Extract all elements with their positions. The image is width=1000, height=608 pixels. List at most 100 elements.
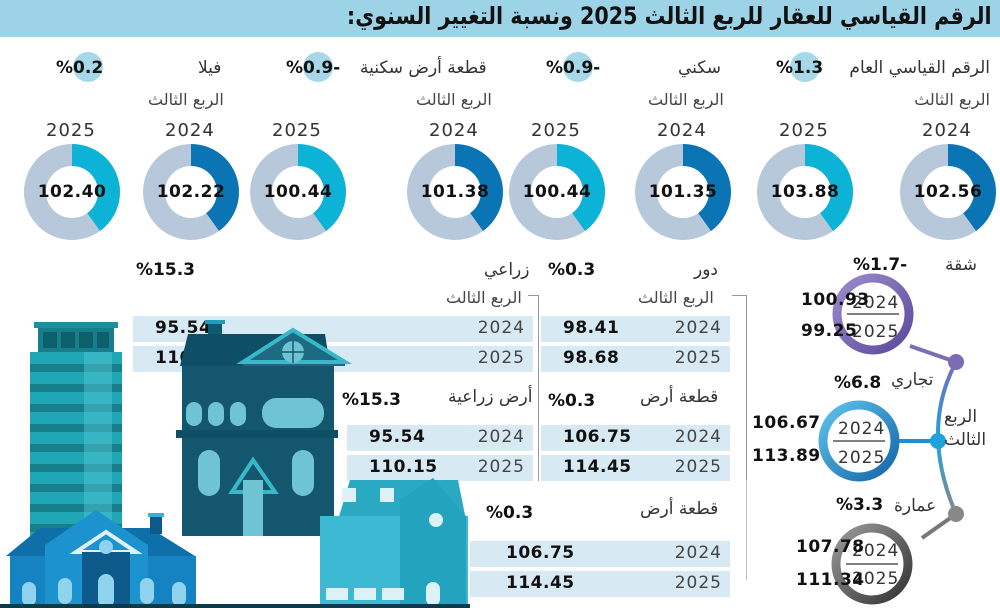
row-year: 2024 — [477, 427, 525, 447]
donut-chart — [635, 144, 731, 240]
header-bar: الرقم القياسي للعقار للربع الثالث 2025 و… — [0, 0, 1000, 37]
ring-value-2024: 100.93 — [801, 290, 870, 310]
ring-value-2024: 107.78 — [796, 537, 865, 557]
divider-line — [746, 480, 747, 580]
pct-change-apartment: %1.7- — [853, 255, 908, 275]
page-title: الرقم القياسي للعقار للربع الثالث 2025 و… — [347, 2, 992, 30]
row-value: 114.45 — [506, 573, 575, 593]
row-year: 2025 — [674, 573, 722, 593]
bracket-line — [538, 295, 539, 481]
period-label-residential-plot: الربع الثالث — [416, 90, 492, 109]
period-label-dor: الربع الثالث — [638, 288, 714, 307]
donut-arc-2025 — [757, 144, 853, 240]
table-row: 2024 106.75 — [541, 425, 730, 451]
pct-bubble — [563, 52, 593, 82]
table-label-plot: قطعة أرض — [640, 387, 719, 407]
connector-node — [930, 433, 946, 449]
row-year: 2025 — [477, 457, 525, 477]
ring-label-building: عمارة — [894, 496, 937, 516]
connector-line — [909, 344, 957, 364]
donut-year-label: 2025 — [779, 120, 829, 141]
row-value: 110.15 — [369, 457, 438, 477]
pct-change-dor: %0.3 — [548, 260, 596, 280]
group-label-residential-plot: قطعة أرض سكنية — [360, 58, 487, 78]
donut-year-label: 2025 — [272, 120, 322, 141]
row-year: 2024 — [674, 427, 722, 447]
group-label-villa: فيلا — [198, 58, 222, 78]
donut-chart — [509, 144, 605, 240]
group-label-residential: سكني — [678, 58, 721, 78]
table-row: 2025 114.45 — [470, 571, 730, 597]
tower-building-icon — [30, 322, 122, 552]
row-value: 98.68 — [563, 348, 620, 368]
donut-arc-2024 — [900, 144, 996, 240]
ring-year-top: 2024 — [852, 541, 900, 561]
table-row: 2024 106.75 — [470, 541, 730, 567]
donut-arc-2025 — [250, 144, 346, 240]
row-year: 2024 — [674, 543, 722, 563]
ring-value-2025: 99.25 — [801, 321, 858, 341]
donut-arc-2025 — [509, 144, 605, 240]
period-label-villa: الربع الثالث — [148, 90, 224, 109]
pct-change-residential-plot: %0.9- — [286, 58, 341, 78]
donut-year-label: 2024 — [429, 120, 479, 141]
donut-chart — [757, 144, 853, 240]
donut-chart — [143, 144, 239, 240]
blue-house-icon — [6, 510, 196, 608]
donut-year-label: 2024 — [165, 120, 215, 141]
bracket-line — [528, 295, 538, 296]
table-label-plot-2: قطعة أرض — [640, 499, 719, 519]
row-year: 2025 — [674, 457, 722, 477]
ring-year-bottom: 2025 — [852, 569, 900, 589]
pct-change-plot-2: %0.3 — [486, 503, 534, 523]
donut-arc-2024 — [635, 144, 731, 240]
period-label-general: الربع الثالث — [914, 90, 990, 109]
pct-change-agri-land: %15.3 — [342, 390, 401, 410]
connector-node — [948, 506, 964, 522]
ring-label-commercial: تجاري — [891, 370, 934, 390]
table-row: 2024 95.54 — [347, 425, 533, 451]
bracket-line — [746, 295, 747, 577]
ring-label-apartment: شقة — [945, 255, 977, 275]
row-value: 114.45 — [563, 457, 632, 477]
table-label-agri: زراعي — [484, 260, 530, 280]
rings-period-line2: الثالث — [944, 430, 987, 450]
donut-chart — [407, 144, 503, 240]
donut-value-label: 102.22 — [156, 182, 226, 202]
table-row: 2025 114.45 — [541, 455, 730, 481]
pct-change-agri: %15.3 — [136, 260, 195, 280]
ring-year-top: 2024 — [852, 293, 900, 313]
row-year: 2025 — [477, 348, 525, 368]
rings-connector-graphic — [818, 273, 964, 605]
pct-change-plot: %0.3 — [548, 391, 596, 411]
donut-year-label: 2025 — [531, 120, 581, 141]
ground-line — [0, 604, 470, 608]
donut-year-label: 2025 — [46, 120, 96, 141]
pct-change-residential: %0.9- — [546, 58, 601, 78]
period-label-agri: الربع الثالث — [446, 288, 522, 307]
donut-arc-2024 — [407, 144, 503, 240]
row-value: 95.54 — [155, 318, 212, 338]
table-label-agri-land: أرض زراعية — [448, 387, 533, 407]
donut-arc-2024 — [143, 144, 239, 240]
pct-change-building: %3.3 — [836, 495, 884, 515]
pct-bubble — [303, 52, 333, 82]
donut-value-label: 101.38 — [420, 182, 490, 202]
pct-change-commercial: %6.8 — [834, 373, 882, 393]
row-year: 2024 — [477, 318, 525, 338]
table-row: 2024 98.41 — [541, 316, 730, 342]
period-label-residential: الربع الثالث — [648, 90, 724, 109]
table-label-dor: دور — [694, 260, 718, 280]
ring-year-bottom: 2025 — [838, 448, 886, 468]
donut-year-label: 2024 — [657, 120, 707, 141]
donut-value-label: 100.44 — [263, 182, 333, 202]
pct-change-villa: %0.2 — [56, 58, 104, 78]
row-year: 2025 — [674, 348, 722, 368]
bracket-line — [732, 295, 746, 296]
donut-value-label: 101.35 — [648, 182, 718, 202]
ring-value-2024: 106.67 — [752, 413, 821, 433]
light-house-icon — [320, 478, 468, 606]
donut-year-label: 2024 — [922, 120, 972, 141]
ring-value-2025: 111.34 — [796, 570, 865, 590]
connector-node — [948, 354, 964, 370]
